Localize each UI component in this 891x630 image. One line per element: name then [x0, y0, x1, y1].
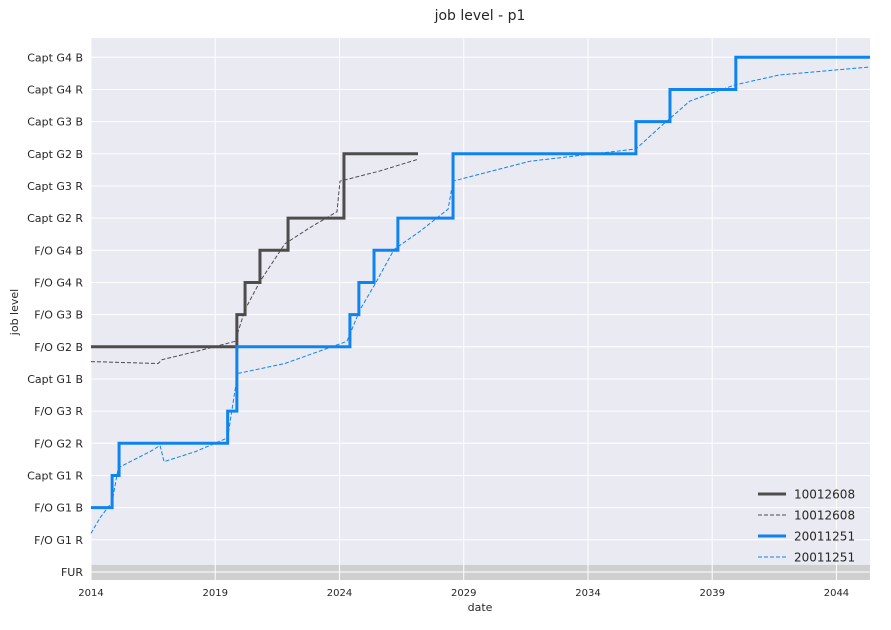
x-tick-label: 2044: [824, 588, 849, 599]
legend-label: 20011251: [794, 530, 855, 544]
y-tick-label: F/O G4 R: [34, 276, 83, 289]
legend-label: 10012608: [794, 509, 855, 523]
y-tick-label: F/O G3 R: [34, 405, 83, 418]
y-tick-label: Capt G3 R: [27, 180, 83, 193]
x-tick-label: 2039: [699, 588, 724, 599]
series-line: [91, 55, 870, 510]
y-tick-label: Capt G1 R: [27, 469, 83, 482]
legend-label: 10012608: [794, 488, 855, 502]
x-axis-label: date: [468, 601, 493, 614]
y-tick-label: F/O G1 B: [34, 502, 83, 515]
y-tick-label: Capt G2 R: [27, 212, 83, 225]
chart-title: job level - p1: [434, 8, 526, 24]
x-tick-label: 2029: [451, 588, 476, 599]
x-tick-label: 2024: [327, 588, 352, 599]
x-tick-label: 2019: [203, 588, 228, 599]
series-line: [90, 158, 419, 365]
y-tick-label: FUR: [61, 566, 83, 579]
legend: 10012608 10012608 20011251 20011251: [758, 488, 855, 565]
y-tick-label: F/O G3 B: [34, 309, 83, 322]
y-tick-label: F/O G2 B: [34, 341, 83, 354]
furlough-band: [91, 564, 870, 580]
y-tick-label: Capt G2 B: [27, 148, 83, 161]
series-line: [91, 152, 419, 349]
y-tick-label: Capt G3 B: [27, 116, 83, 129]
y-tick-label: F/O G2 R: [34, 437, 83, 450]
y-tick-label: Capt G4 R: [27, 83, 83, 96]
plot-background: [91, 38, 870, 580]
y-axis-label: job level: [8, 289, 21, 336]
y-tick-label: F/O G1 R: [34, 534, 83, 547]
x-tick-label: 2034: [575, 588, 600, 599]
y-tick-label: Capt G1 B: [27, 373, 83, 386]
y-tick-label: Capt G4 B: [27, 51, 83, 64]
series-line: [90, 66, 871, 534]
y-tick-label: F/O G4 B: [34, 244, 83, 257]
x-tick-label: 2014: [78, 588, 103, 599]
legend-label: 20011251: [794, 551, 855, 565]
